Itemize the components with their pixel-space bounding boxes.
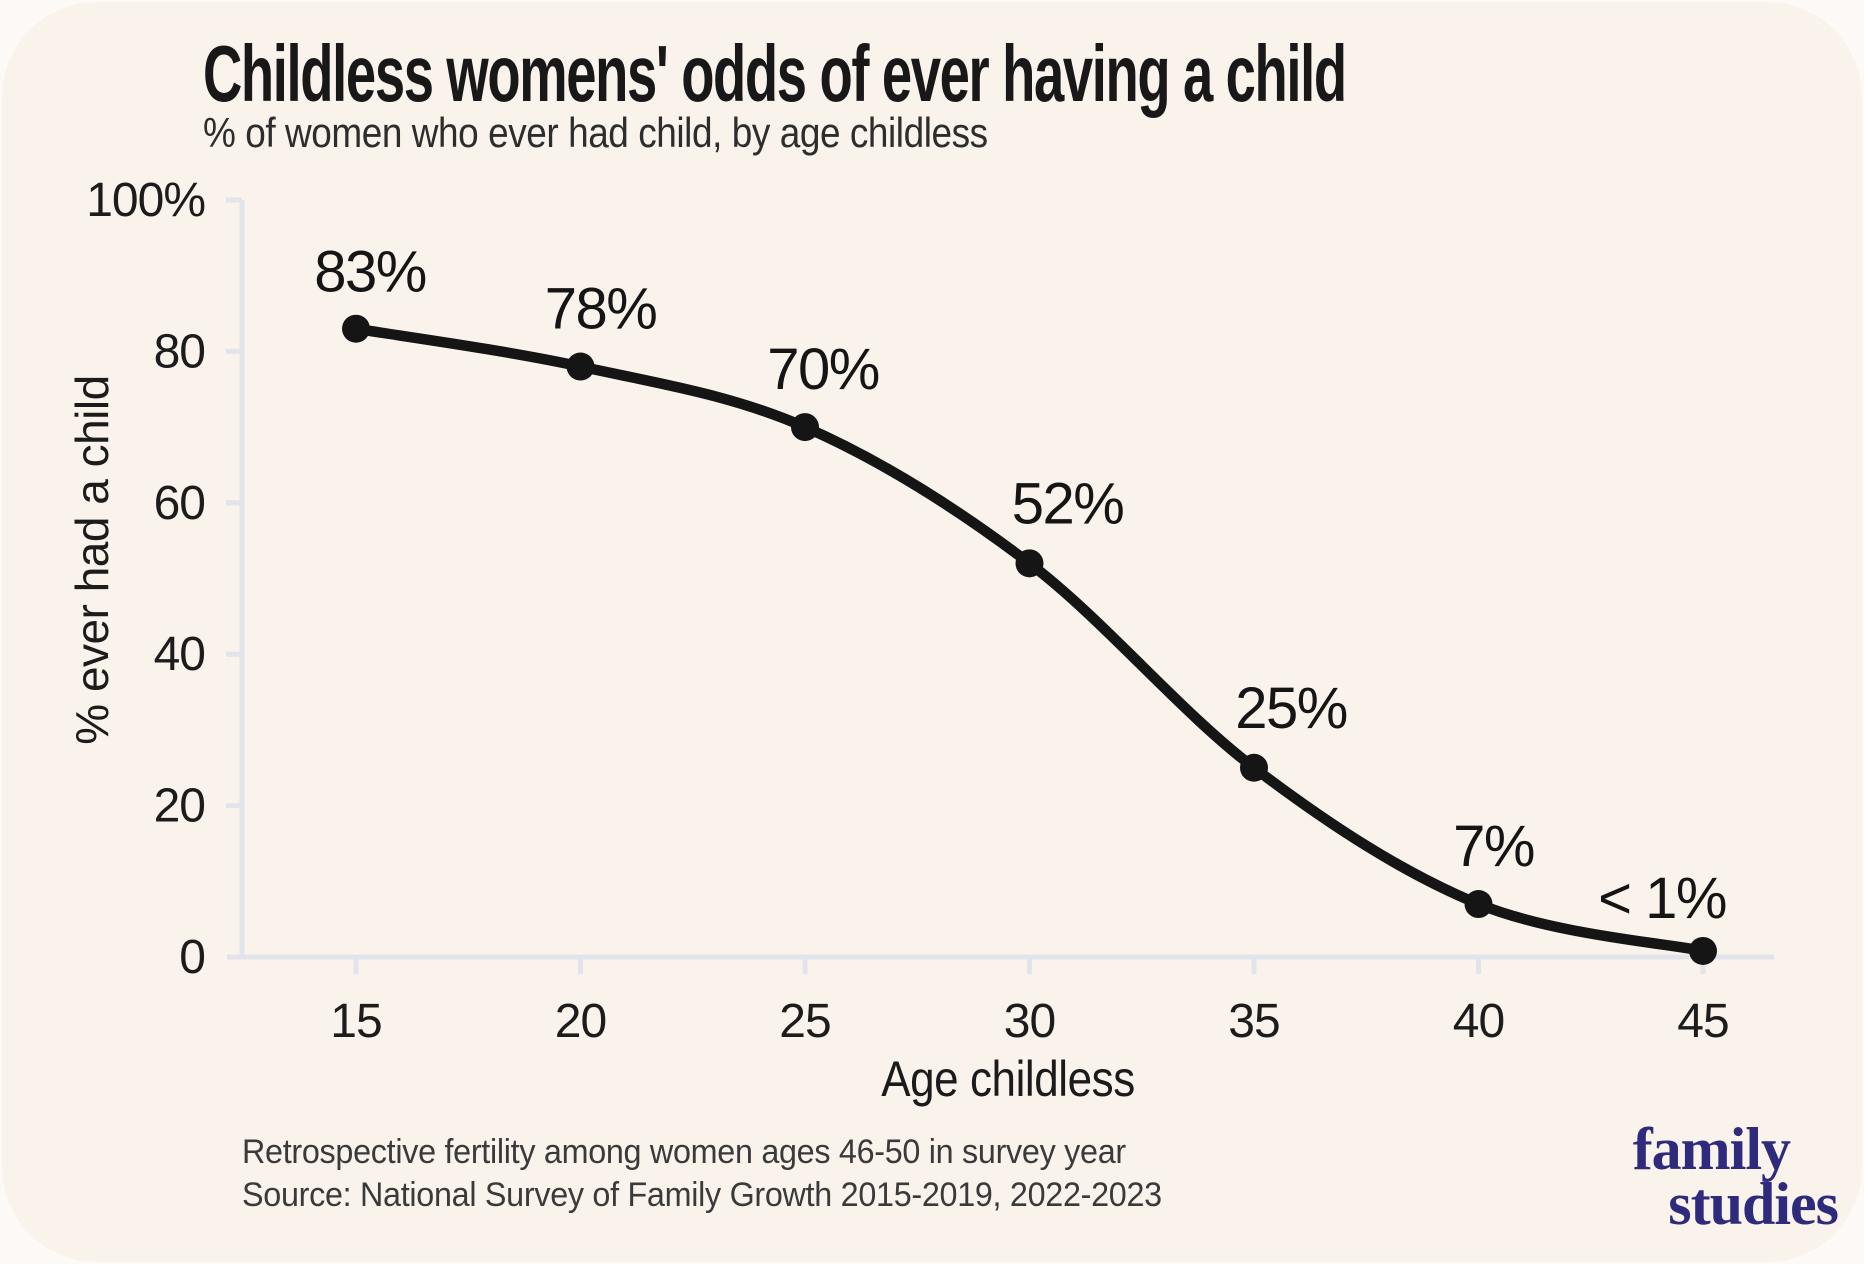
data-label: 52% xyxy=(1012,471,1124,536)
data-point xyxy=(566,352,595,381)
source-line: Source: National Survey of Family Growth… xyxy=(242,1175,1162,1214)
chart-title: Childless womens' odds of ever having a … xyxy=(203,29,1347,118)
logo-line2: studies xyxy=(1668,1171,1839,1237)
data-point xyxy=(791,413,819,442)
y-tick-label: 20 xyxy=(154,780,205,833)
footnotes: Retrospective fertility among women ages… xyxy=(242,1131,1162,1217)
data-label: 83% xyxy=(314,240,426,305)
data-point xyxy=(342,314,370,343)
y-tick-label: 80 xyxy=(154,325,205,378)
data-point xyxy=(1689,936,1717,965)
x-tick-label: 45 xyxy=(1677,995,1728,1048)
x-tick-label: 20 xyxy=(555,995,606,1048)
data-point xyxy=(1464,890,1493,919)
y-tick-label: 0 xyxy=(179,931,205,984)
y-tick-label: 100% xyxy=(86,174,205,227)
chart-subtitle: % of women who ever had child, by age ch… xyxy=(203,109,988,156)
x-tick-label: 30 xyxy=(1004,995,1055,1048)
data-point xyxy=(1015,549,1044,578)
y-tick-label: 60 xyxy=(154,477,205,530)
x-tick-label: 25 xyxy=(779,995,830,1048)
x-tick-label: 40 xyxy=(1453,995,1504,1048)
x-tick-label: 35 xyxy=(1228,995,1279,1048)
family-studies-logo: family studies xyxy=(1632,1116,1839,1237)
data-label: 70% xyxy=(767,337,879,402)
data-label: < 1% xyxy=(1598,866,1726,931)
data-point xyxy=(1240,753,1268,782)
x-axis-title: Age childless xyxy=(881,1051,1135,1107)
data-label: 7% xyxy=(1453,814,1534,879)
logo-line1: family xyxy=(1632,1116,1791,1182)
data-label: 78% xyxy=(545,277,657,342)
x-tick-label: 15 xyxy=(330,995,381,1048)
data-label: 25% xyxy=(1235,676,1347,741)
y-axis-title: % ever had a child xyxy=(66,375,118,745)
footnote-line: Retrospective fertility among women ages… xyxy=(242,1133,1126,1171)
y-tick-label: 40 xyxy=(154,628,205,681)
